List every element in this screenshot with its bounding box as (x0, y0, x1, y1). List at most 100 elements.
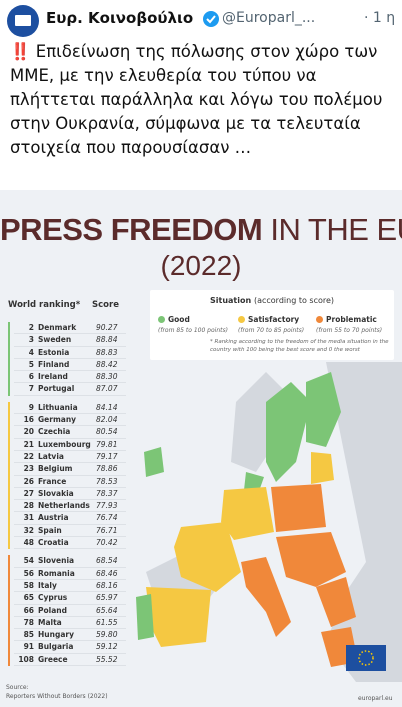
legend-label: Good (168, 315, 190, 324)
score: 90.27 (96, 323, 118, 332)
ranking-row: 21 Luxembourg 79.81 (14, 439, 126, 451)
score: 82.04 (96, 415, 118, 425)
rank: 9 (28, 402, 34, 412)
rank: 65 (23, 593, 34, 603)
ranking-row: 66 Poland 65.64 (14, 605, 126, 617)
country: Italy (38, 580, 57, 590)
timestamp[interactable]: · 1 η (364, 10, 396, 26)
ranking-row: 20 Czechia 80.54 (14, 426, 126, 439)
author-name[interactable]: Ευρ. Κοινοβούλιο (46, 9, 194, 27)
rank: 20 (23, 427, 34, 437)
country: Hungary (38, 630, 74, 640)
score: 87.07 (96, 384, 118, 394)
ranking-row: 56 Romania 68.46 (14, 568, 126, 580)
ranking-row: 32 Spain 76.71 (14, 525, 126, 538)
source-label: Source: (6, 684, 29, 691)
score: 55.52 (96, 654, 118, 664)
ranking-row: 54 Slovenia 68.54 (14, 555, 126, 568)
country: Cyprus (38, 593, 68, 603)
score: 68.54 (96, 556, 118, 566)
ranking-row: 16 Germany 82.04 (14, 414, 126, 427)
rank: 32 (23, 525, 34, 535)
country: Estonia (38, 347, 70, 357)
rank: 54 (23, 556, 34, 566)
sweden (266, 382, 311, 482)
country: Greece (38, 654, 68, 664)
score: 88.84 (96, 335, 118, 345)
rank: 56 (23, 568, 34, 578)
rank: 3 (28, 335, 34, 345)
legend-subtitle: (according to score) (253, 296, 335, 305)
score: 68.16 (96, 580, 118, 590)
rank: 22 (23, 451, 34, 461)
rank: 5 (28, 359, 34, 369)
rank: 91 (23, 642, 34, 652)
eu-flag (346, 645, 386, 671)
country: Lithuania (38, 402, 78, 412)
ranking-row: 48 Croatia 70.42 (14, 537, 126, 550)
ranking-row: 23 Belgium 78.86 (14, 463, 126, 476)
score: 78.37 (96, 488, 118, 498)
source: Reporters Without Borders (2022) (6, 693, 108, 700)
rank: 31 (23, 513, 34, 523)
ranking-row: 27 Slovakia 78.37 (14, 488, 126, 501)
score: 78.53 (96, 476, 118, 486)
legend-label: Satisfactory (248, 315, 300, 324)
score: 59.80 (96, 630, 118, 640)
rank: 26 (23, 476, 34, 486)
rank: 78 (23, 617, 34, 627)
country: Finland (38, 359, 70, 369)
country: Denmark (38, 323, 77, 332)
ranking-row: 4 Estonia 88.83 (14, 347, 126, 359)
footer: europarl.eu (358, 695, 393, 702)
ranking-row: 7 Portugal 87.07 (14, 383, 126, 396)
finland (306, 372, 341, 447)
country: Slovenia (38, 556, 75, 566)
ranking-row: 91 Bulgaria 59.12 (14, 641, 126, 654)
portugal (136, 594, 154, 640)
avatar-logo (15, 15, 31, 26)
country: Czechia (38, 427, 71, 437)
germany (221, 487, 274, 540)
ranking-row: 9 Lithuania 84.14 (14, 402, 126, 415)
ranking-row: 26 France 78.53 (14, 476, 126, 488)
country: Poland (38, 605, 67, 615)
ranking-row: 58 Italy 68.16 (14, 580, 126, 593)
score: 68.46 (96, 568, 118, 578)
ranking-row: 78 Malta 61.55 (14, 617, 126, 630)
balkans (316, 577, 356, 627)
country: Croatia (38, 538, 69, 548)
score: 76.74 (96, 513, 118, 523)
score: 61.55 (96, 617, 118, 627)
ranking-row: 3 Sweden 88.84 (14, 334, 126, 347)
ranking-header: World ranking* (8, 300, 81, 310)
author-handle[interactable]: @Europarl_... (222, 10, 316, 26)
country: Portugal (38, 384, 75, 394)
country: Germany (38, 415, 77, 425)
eu-stars (358, 650, 374, 666)
country: Netherlands (38, 501, 90, 511)
score: 78.86 (96, 464, 118, 474)
score: 77.93 (96, 501, 118, 511)
score: 65.64 (96, 605, 118, 615)
ireland (144, 447, 164, 477)
infographic-title: PRESS FREEDOM IN THE EU (0, 212, 402, 248)
score: 76.71 (96, 525, 118, 535)
rank: 6 (28, 372, 34, 382)
avatar[interactable] (6, 4, 40, 38)
country: Slovakia (38, 488, 74, 498)
italy (241, 557, 291, 637)
legend-range: (from 70 to 85 points) (238, 327, 305, 334)
legend-swatch (238, 316, 245, 323)
infographic[interactable]: PRESS FREEDOM IN THE EU (2022) World ran… (0, 190, 402, 707)
year: (2022) (160, 250, 242, 281)
ranking-row: 2 Denmark 90.27 (14, 322, 126, 335)
ranking-row: 5 Finland 88.42 (14, 359, 126, 372)
title-bold: PRESS FREEDOM (0, 212, 263, 247)
rank: 85 (23, 630, 34, 640)
ranking-row: 108 Greece 55.52 (14, 654, 126, 667)
ranking-group: 9 Lithuania 84.14 16 Germany 82.04 20 Czechia 80… (8, 401, 126, 550)
rank: 7 (28, 384, 34, 394)
rank: 48 (23, 538, 34, 548)
